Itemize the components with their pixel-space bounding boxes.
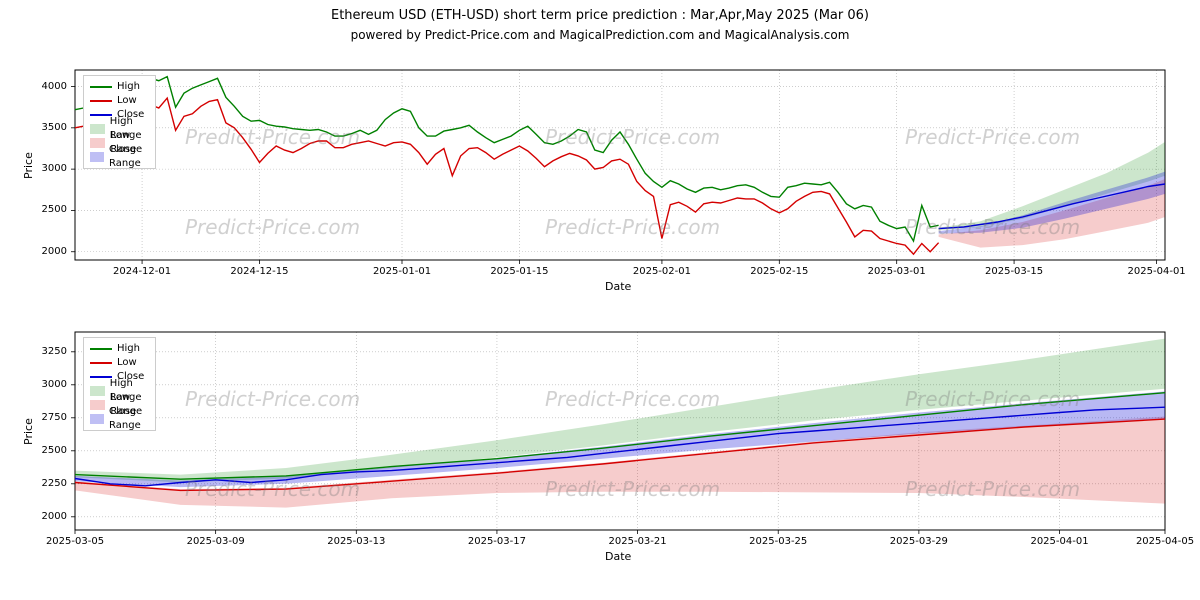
ytick-label: 3250 xyxy=(0,346,67,357)
legend-swatch xyxy=(90,386,105,396)
legend-swatch xyxy=(90,400,105,410)
legend-swatch xyxy=(90,362,112,364)
legend-item: High xyxy=(90,342,149,356)
ytick-label: 2000 xyxy=(0,511,67,522)
legend-label: Low xyxy=(117,356,137,370)
xtick-label: 2025-03-13 xyxy=(321,536,391,547)
plot-bottom-svg xyxy=(0,0,1200,600)
legend-item: Close Range xyxy=(90,412,149,426)
legend-swatch xyxy=(90,348,112,350)
legend-item: Low xyxy=(90,356,149,370)
xtick-label: 2025-04-05 xyxy=(1130,536,1200,547)
legend-bottom: HighLowCloseHigh RangeLow RangeClose Ran… xyxy=(83,337,156,431)
xtick-label: 2025-03-09 xyxy=(181,536,251,547)
xlabel-bottom: Date xyxy=(605,550,631,563)
legend-swatch xyxy=(90,376,112,378)
legend-label: High xyxy=(117,342,140,356)
ylabel-bottom: Price xyxy=(22,418,35,445)
xtick-label: 2025-03-21 xyxy=(603,536,673,547)
xtick-label: 2025-04-01 xyxy=(1025,536,1095,547)
legend-label: Close Range xyxy=(109,405,149,433)
legend-swatch xyxy=(90,414,104,424)
figure: Ethereum USD (ETH-USD) short term price … xyxy=(0,0,1200,600)
xtick-label: 2025-03-17 xyxy=(462,536,532,547)
xtick-label: 2025-03-29 xyxy=(884,536,954,547)
xtick-label: 2025-03-25 xyxy=(743,536,813,547)
ytick-label: 2500 xyxy=(0,445,67,456)
ytick-label: 2250 xyxy=(0,478,67,489)
xtick-label: 2025-03-05 xyxy=(40,536,110,547)
ytick-label: 3000 xyxy=(0,379,67,390)
